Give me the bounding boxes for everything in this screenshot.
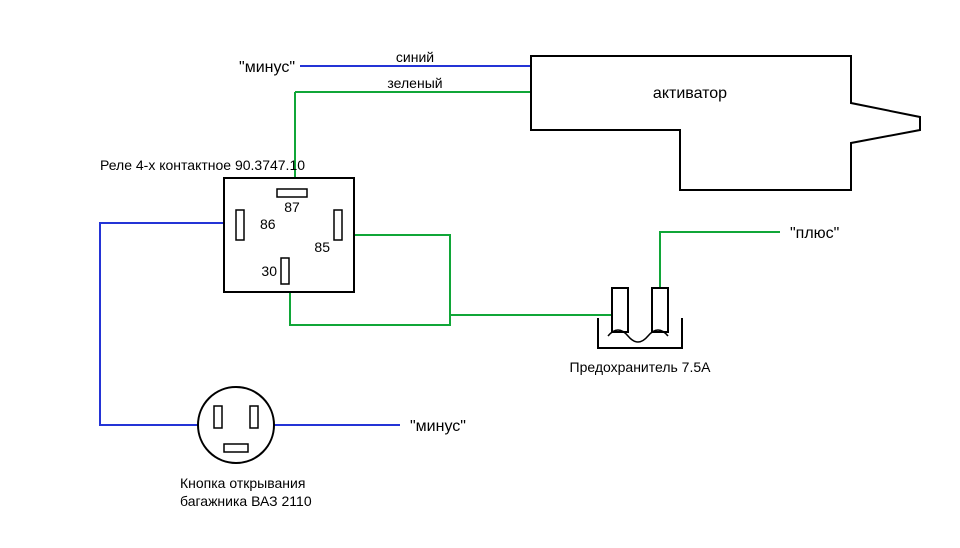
activator-label: активатор xyxy=(653,85,727,102)
button-label-line1: Кнопка открывания xyxy=(180,475,305,491)
blue-wire-label: синий xyxy=(396,49,434,65)
activator-shape xyxy=(531,56,920,190)
relay-pin-85 xyxy=(334,210,342,240)
button-pin-right xyxy=(250,406,258,428)
relay-pin-87-label: 87 xyxy=(284,199,300,215)
wire-green-30-branch xyxy=(290,292,450,325)
relay-pin-87 xyxy=(277,189,307,197)
relay-pin-86 xyxy=(236,210,244,240)
relay-pin-30 xyxy=(281,258,289,284)
relay-title: Реле 4-х контактное 90.3747.10 xyxy=(100,157,305,173)
button-pin-left xyxy=(214,406,222,428)
wire-green-fuse-to-plus xyxy=(660,232,780,288)
plus-label: "плюс" xyxy=(790,225,839,242)
fuse-shape xyxy=(598,288,682,348)
green-wire-label: зеленый xyxy=(387,75,442,91)
minus-top-label: "минус" xyxy=(239,59,295,76)
button-pin-bottom xyxy=(224,444,248,452)
wire-blue-86-to-button xyxy=(100,223,224,425)
relay-pin-86-label: 86 xyxy=(260,216,276,232)
minus-right-label: "минус" xyxy=(410,418,466,435)
button-label-line2: багажника ВАЗ 2110 xyxy=(180,493,312,509)
fuse-label: Предохранитель 7.5А xyxy=(570,359,712,375)
relay-pin-85-label: 85 xyxy=(314,239,330,255)
wire-green-85-to-fuse xyxy=(354,235,620,315)
relay-pin-30-label: 30 xyxy=(261,263,277,279)
